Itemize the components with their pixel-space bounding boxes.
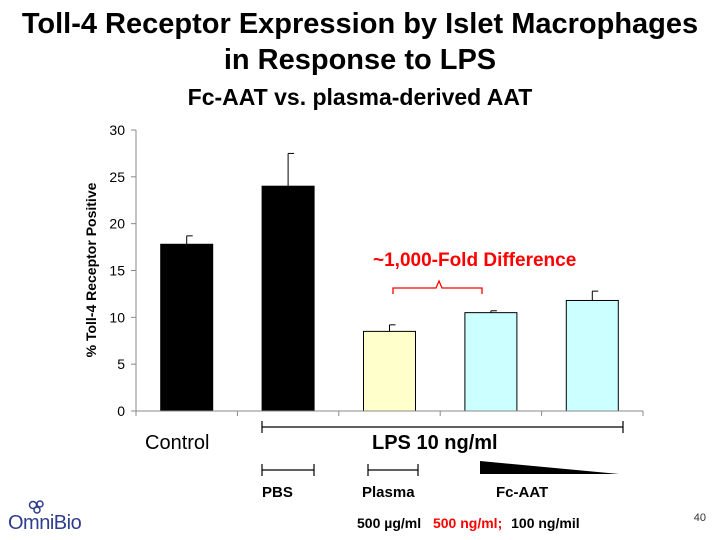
bar-1 — [160, 243, 214, 412]
dose-plasma: 500 µg/ml — [357, 515, 421, 531]
chart-title-line2: in Response to LPS — [223, 44, 497, 76]
y-tick-label: 10 — [109, 309, 125, 325]
dose-gradient-wedge — [480, 461, 619, 474]
bar-4 — [464, 312, 518, 412]
bar-5 — [565, 299, 619, 412]
dose-fc-low: 100 ng/mil — [511, 515, 579, 531]
annotation-label: ~1,000-Fold Difference — [373, 250, 576, 271]
chart-title-line1: Toll-4 Receptor Expression by Islet Macr… — [21, 8, 699, 40]
omnibio-logo: OmniBio — [8, 500, 98, 534]
y-tick-label: 15 — [109, 263, 125, 279]
y-axis-label: % Toll-4 Receptor Positive — [83, 182, 99, 357]
dose-line: 500 µg/ml 500 ng/ml; 100 ng/mil — [357, 515, 580, 531]
annotation-brace — [392, 279, 483, 294]
page-number: 40 — [693, 512, 706, 524]
y-tick-label: 5 — [117, 356, 125, 372]
y-tick-label: 25 — [109, 169, 125, 185]
bar-3 — [363, 330, 416, 412]
pbs-label: PBS — [262, 484, 293, 501]
y-tick-label: 0 — [117, 403, 125, 419]
fc-aat-label: Fc-AAT — [496, 484, 548, 501]
plasma-label: Plasma — [362, 484, 415, 501]
bar-2 — [261, 185, 315, 412]
dose-fc-high: 500 ng/ml; — [433, 515, 502, 531]
chart-subtitle: Fc-AAT vs. plasma-derived AAT — [187, 84, 533, 110]
logo-text: OmniBio — [8, 512, 82, 534]
y-tick-label: 20 — [109, 216, 125, 232]
y-tick-label: 30 — [109, 122, 125, 138]
control-label: Control — [145, 432, 209, 454]
lps-label: LPS 10 ng/ml — [372, 432, 498, 454]
logo-mark-icon — [28, 500, 44, 514]
